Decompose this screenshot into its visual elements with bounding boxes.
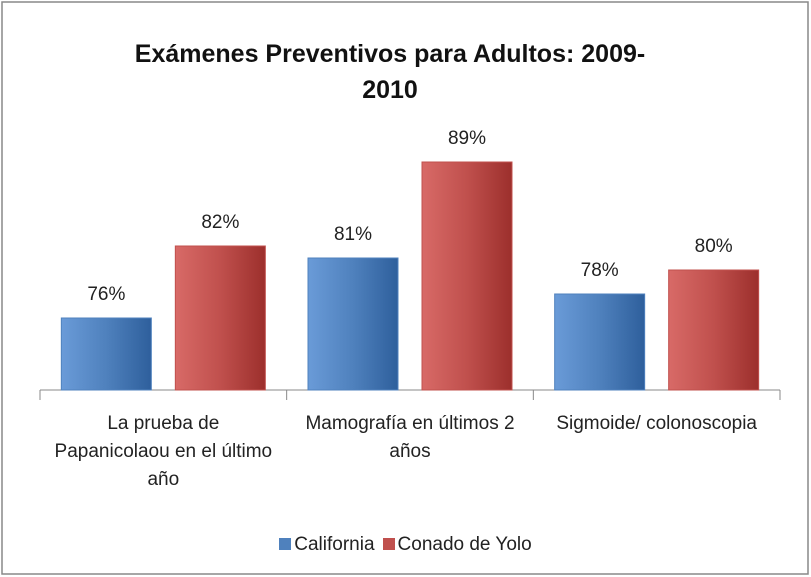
bar — [421, 161, 513, 391]
bar — [60, 317, 152, 391]
legend-label: California — [294, 534, 375, 555]
data-label: 81% — [334, 224, 372, 245]
legend-item: Conado de Yolo — [382, 534, 532, 556]
x-tick-label: Mamografía en últimos 2 años — [305, 413, 515, 462]
data-label: 89% — [448, 128, 486, 149]
legend: California Conado de Yolo — [0, 534, 811, 556]
data-label: 80% — [695, 236, 733, 257]
legend-label: Conado de Yolo — [397, 534, 532, 555]
chart-title: Exámenes Preventivos para Adultos: 2009-… — [134, 40, 646, 104]
bar — [668, 269, 760, 391]
bar — [554, 293, 646, 391]
x-tick-label: Sigmoide/ colonoscopia — [556, 413, 757, 434]
bar — [174, 245, 266, 391]
data-label: 78% — [581, 260, 619, 281]
bar — [307, 257, 399, 391]
legend-swatch — [279, 538, 292, 550]
legend-item: California — [279, 534, 375, 556]
data-label: 82% — [201, 212, 239, 233]
legend-swatch — [382, 538, 395, 550]
x-tick-label: La prueba de Papanicolaou en el último a… — [54, 413, 273, 490]
data-label: 76% — [87, 284, 125, 305]
